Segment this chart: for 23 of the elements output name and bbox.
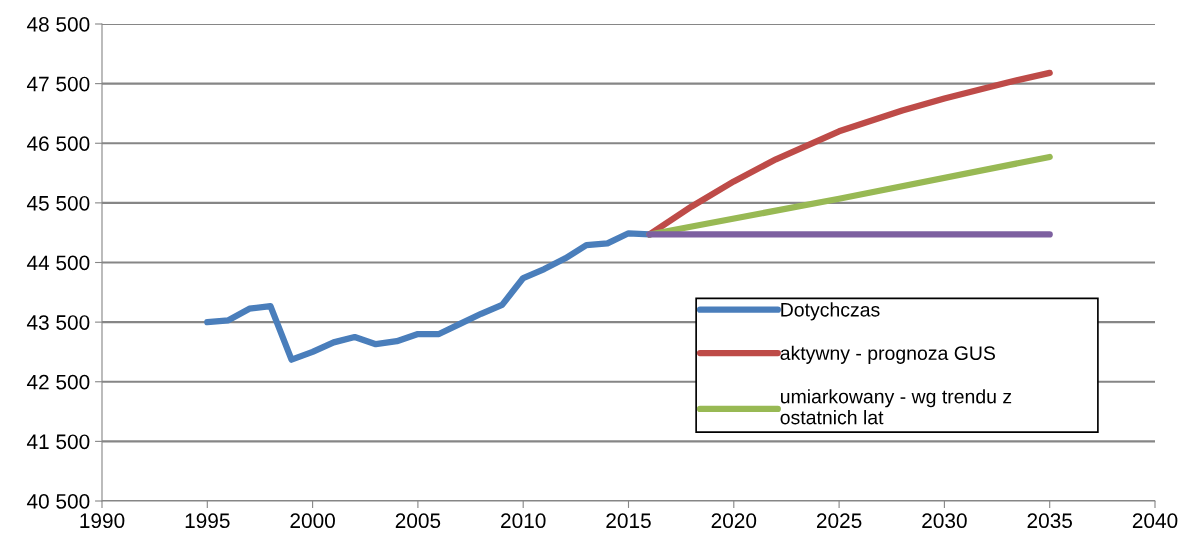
x-tick-label: 2020 bbox=[711, 513, 757, 529]
y-tick-label: 48 500 bbox=[26, 17, 90, 32]
y-tick-label: 46 500 bbox=[26, 136, 90, 151]
x-tick-label: 1990 bbox=[80, 513, 125, 529]
y-tick-label: 47 500 bbox=[26, 76, 90, 92]
x-tick-label: 2035 bbox=[1027, 513, 1072, 529]
y-tick-label: 45 500 bbox=[26, 195, 90, 211]
x-tick-label: 2025 bbox=[816, 513, 862, 529]
legend-label: aktywny - prognoza GUS bbox=[780, 345, 995, 364]
legend-label: Dotychczas bbox=[781, 302, 880, 321]
x-tick-label: 2005 bbox=[395, 513, 441, 529]
legend-label: umiarkowany - wg trendu z ostatnich lat bbox=[780, 389, 1012, 425]
y-tick-label: 42 500 bbox=[26, 374, 90, 390]
x-tick-label: 1995 bbox=[185, 513, 230, 529]
y-tick-label: 43 500 bbox=[26, 315, 90, 330]
y-tick-label: 44 500 bbox=[26, 255, 90, 271]
x-tick-label: 2030 bbox=[922, 513, 967, 529]
y-tick-label: 41 500 bbox=[26, 434, 90, 450]
x-tick-label: 2040 bbox=[1132, 513, 1178, 529]
x-tick-label: 2010 bbox=[501, 513, 546, 529]
x-tick-label: 2000 bbox=[290, 513, 335, 529]
x-tick-label: 2015 bbox=[606, 513, 651, 529]
y-tick-label: 40 500 bbox=[26, 494, 90, 509]
